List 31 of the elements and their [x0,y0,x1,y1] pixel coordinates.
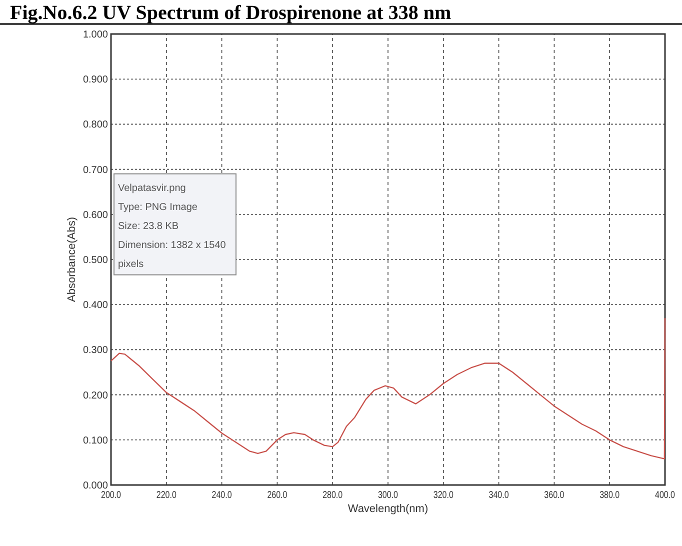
y-tick-label: 0.100 [82,435,108,446]
x-tick-label: 260.0 [267,489,288,500]
x-tick-label: 320.0 [433,489,454,500]
x-tick-label: 240.0 [212,489,232,500]
line-series [110,318,666,460]
x-tick-label: 340.0 [488,489,509,500]
y-tick-label: 0.500 [82,255,108,266]
annotation: Type: PNG Image [118,202,198,213]
annotation: pixels [118,258,144,270]
y-axis-title: Absorbance(Abs) [66,217,78,302]
x-tick-label: 300.0 [378,489,398,500]
y-tick-label: 0.900 [82,74,108,86]
x-axis-title: Wavelength(nm) [348,503,428,515]
x-tick-label: 380.0 [600,489,620,500]
y-tick-label: 0.200 [82,390,108,402]
x-tick-label: 360.0 [544,489,564,500]
y-tick-label: 0.000 [82,480,108,492]
annotation: Dimension: 1382 x 1540 [118,240,226,251]
y-tick-label: 0.800 [82,120,108,131]
y-tick-label: 0.700 [82,164,108,176]
y-tick-label: 0.600 [82,210,108,221]
annotation: Size: 23.8 KB [118,220,179,232]
y-tick-label: 0.400 [82,300,108,312]
x-tick-label: 220.0 [156,489,176,500]
chart-title: Fig.No.6.2 UV Spectrum of Drospirenone at 338 nm [10,2,452,24]
x-tick-label: 200.0 [101,489,121,500]
y-tick-label: 0.300 [82,345,108,356]
annotation: Velpatasvir.png [118,182,186,194]
y-tick-label: 1.000 [82,30,108,40]
x-tick-label: 400.0 [655,489,675,500]
x-tick-label: 280.0 [322,489,343,500]
